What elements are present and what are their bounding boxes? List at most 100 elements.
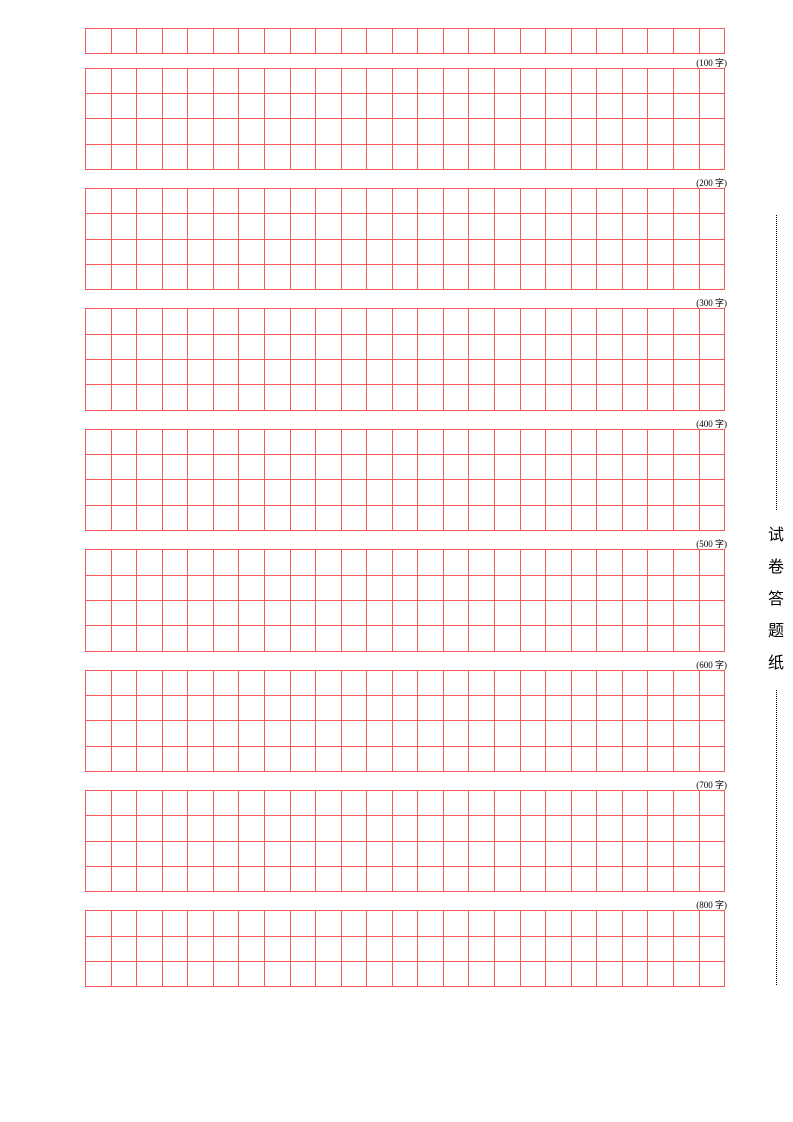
grid-cell bbox=[571, 842, 597, 866]
grid-cell bbox=[520, 189, 546, 213]
char-count-label: (700 字) bbox=[696, 778, 727, 791]
grid-cell bbox=[699, 455, 725, 479]
grid-cell bbox=[392, 937, 418, 961]
grid-cell bbox=[315, 550, 341, 574]
grid-cell bbox=[341, 696, 367, 720]
grid-cell bbox=[341, 145, 367, 169]
grid-cell bbox=[86, 576, 111, 600]
grid-cell bbox=[290, 430, 316, 454]
grid-row bbox=[86, 791, 724, 815]
grid-cell bbox=[622, 626, 648, 650]
grid-cell bbox=[468, 94, 494, 118]
grid-cell bbox=[290, 791, 316, 815]
grid-cell bbox=[264, 29, 290, 53]
grid-cell bbox=[290, 721, 316, 745]
grid-cell bbox=[392, 455, 418, 479]
grid-cell bbox=[111, 937, 137, 961]
grid-cell bbox=[315, 601, 341, 625]
grid-cell bbox=[571, 576, 597, 600]
grid-block bbox=[85, 670, 725, 772]
grid-cell bbox=[647, 335, 673, 359]
side-title-char: 卷 bbox=[768, 552, 784, 584]
grid-cell bbox=[673, 94, 699, 118]
grid-cell bbox=[136, 385, 162, 409]
grid-cell bbox=[238, 867, 264, 891]
grid-cell bbox=[673, 145, 699, 169]
grid-cell bbox=[443, 119, 469, 143]
grid-cell bbox=[392, 309, 418, 333]
grid-cell bbox=[86, 842, 111, 866]
grid-cell bbox=[213, 626, 239, 650]
grid-cell bbox=[366, 937, 392, 961]
grid-cell bbox=[673, 747, 699, 771]
grid-cell bbox=[494, 816, 520, 840]
grid-cell bbox=[187, 214, 213, 238]
grid-cell bbox=[290, 119, 316, 143]
grid-cell bbox=[571, 265, 597, 289]
grid-cell bbox=[417, 842, 443, 866]
grid-cell bbox=[417, 816, 443, 840]
grid-cell bbox=[417, 189, 443, 213]
grid-cell bbox=[136, 791, 162, 815]
grid-cell bbox=[596, 911, 622, 935]
grid-cell bbox=[187, 455, 213, 479]
grid-cell bbox=[162, 842, 188, 866]
grid-cell bbox=[622, 29, 648, 53]
grid-cell bbox=[647, 265, 673, 289]
grid-cell bbox=[187, 430, 213, 454]
grid-cell bbox=[136, 145, 162, 169]
grid-cell bbox=[520, 360, 546, 384]
grid-cell bbox=[290, 145, 316, 169]
grid-cell bbox=[647, 29, 673, 53]
grid-cell bbox=[341, 962, 367, 986]
grid-cell bbox=[366, 385, 392, 409]
grid-cell bbox=[417, 550, 443, 574]
grid-cell bbox=[443, 455, 469, 479]
grid-cell bbox=[290, 911, 316, 935]
grid-cell bbox=[315, 29, 341, 53]
grid-cell bbox=[290, 937, 316, 961]
grid-cell bbox=[520, 576, 546, 600]
grid-cell bbox=[238, 791, 264, 815]
grid-cell bbox=[238, 29, 264, 53]
grid-cell bbox=[417, 867, 443, 891]
grid-cell bbox=[468, 189, 494, 213]
grid-cell bbox=[417, 791, 443, 815]
grid-cell bbox=[238, 94, 264, 118]
grid-cell bbox=[341, 455, 367, 479]
grid-cell bbox=[213, 671, 239, 695]
grid-cell bbox=[136, 430, 162, 454]
grid-cell bbox=[187, 842, 213, 866]
grid-cell bbox=[417, 747, 443, 771]
grid-cell bbox=[111, 816, 137, 840]
char-count-label: (200 字) bbox=[696, 176, 727, 189]
grid-cell bbox=[392, 94, 418, 118]
grid-cell bbox=[111, 29, 137, 53]
grid-cell bbox=[187, 601, 213, 625]
grid-cell bbox=[571, 791, 597, 815]
grid-cell bbox=[596, 189, 622, 213]
grid-cell bbox=[417, 455, 443, 479]
grid-cell bbox=[545, 601, 571, 625]
grid-cell bbox=[290, 842, 316, 866]
grid-cell bbox=[545, 480, 571, 504]
grid-cell bbox=[86, 696, 111, 720]
grid-cell bbox=[417, 385, 443, 409]
grid-cell bbox=[520, 506, 546, 530]
grid-cell bbox=[315, 240, 341, 264]
grid-cell bbox=[366, 791, 392, 815]
grid-cell bbox=[494, 430, 520, 454]
grid-cell bbox=[468, 145, 494, 169]
grid-row bbox=[86, 866, 724, 891]
grid-cell bbox=[162, 626, 188, 650]
grid-cell bbox=[366, 911, 392, 935]
grid-cell bbox=[341, 867, 367, 891]
grid-cell bbox=[187, 69, 213, 93]
grid-block bbox=[85, 910, 725, 987]
grid-cell bbox=[673, 867, 699, 891]
grid-cell bbox=[647, 455, 673, 479]
grid-cell bbox=[187, 360, 213, 384]
grid-cell bbox=[520, 29, 546, 53]
grid-cell bbox=[673, 265, 699, 289]
grid-cell bbox=[86, 29, 111, 53]
